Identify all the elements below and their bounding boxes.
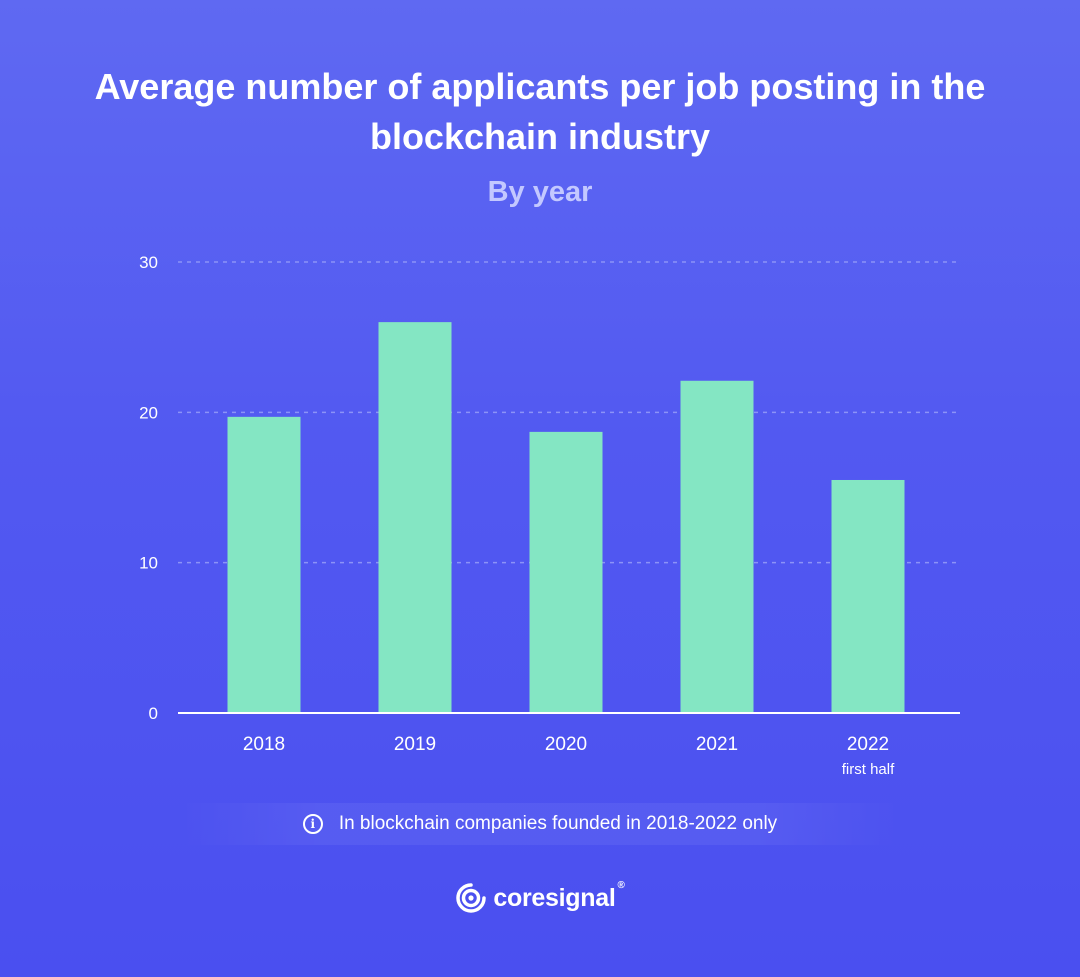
x-tick-label: 2019 bbox=[394, 734, 436, 755]
y-tick-label: 0 bbox=[149, 704, 158, 723]
footnote-text: In blockchain companies founded in 2018-… bbox=[338, 813, 778, 834]
y-tick-label: 10 bbox=[139, 554, 158, 573]
info-icon: i bbox=[302, 814, 323, 834]
y-tick-label: 20 bbox=[139, 403, 158, 422]
x-tick-label: 2022 bbox=[847, 734, 889, 755]
x-tick-label: 2018 bbox=[243, 734, 285, 755]
x-tick-label: 2021 bbox=[696, 734, 738, 755]
logo-wordmark: coresignal ® bbox=[493, 879, 625, 912]
x-tick-sublabel: first half bbox=[842, 761, 895, 778]
bar-2018 bbox=[227, 416, 301, 713]
chart-title: Average number of applicants per job pos… bbox=[94, 66, 986, 157]
chart-subtitle: By year bbox=[487, 176, 593, 208]
footnote: i In blockchain companies founded in 201… bbox=[180, 803, 900, 845]
bar-2019 bbox=[378, 322, 452, 713]
bar-2020 bbox=[529, 431, 603, 713]
brand-logo: coresignal ® bbox=[0, 879, 1080, 914]
bar-2022 bbox=[831, 479, 905, 713]
coresignal-logo-icon bbox=[456, 883, 487, 913]
x-tick-label: 2020 bbox=[545, 734, 587, 755]
bar-chart: 0 10 20 30 2018 2019 2020 2021 2022 first half bbox=[139, 253, 960, 778]
y-tick-label: 30 bbox=[139, 253, 158, 272]
bar-2021 bbox=[680, 380, 754, 713]
